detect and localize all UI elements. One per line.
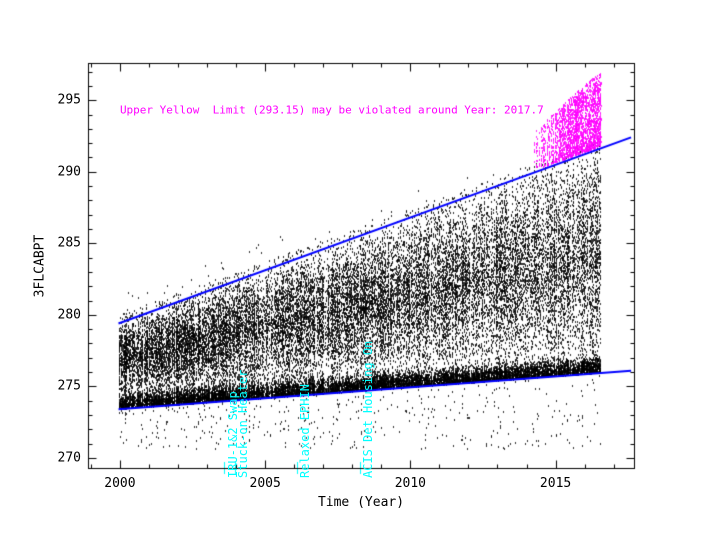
- y-tick-label: 280: [57, 307, 81, 323]
- y-tick-label: 290: [57, 164, 81, 180]
- x-tick-label: 2015: [539, 476, 572, 491]
- event-marker-label: Relaxed EPHIN: [298, 384, 313, 478]
- y-tick-label: 270: [57, 450, 81, 466]
- x-tick-label: 2010: [394, 476, 427, 491]
- event-marker-label: ACIS Det Housing On: [360, 340, 375, 478]
- y-tick-label: 285: [57, 235, 81, 251]
- limit-violation-annotation: Upper Yellow Limit (293.15) may be viola…: [119, 103, 544, 117]
- y-tick-label: 295: [57, 92, 81, 108]
- x-tick-label: 2000: [104, 476, 136, 491]
- x-axis-label: Time (Year): [317, 495, 405, 510]
- event-marker-label: Stuck-on Heater: [235, 369, 250, 478]
- y-axis-label: 3FLCABPT: [32, 234, 48, 297]
- y-tick-label: 275: [57, 378, 81, 394]
- x-tick-label: 2005: [249, 476, 281, 491]
